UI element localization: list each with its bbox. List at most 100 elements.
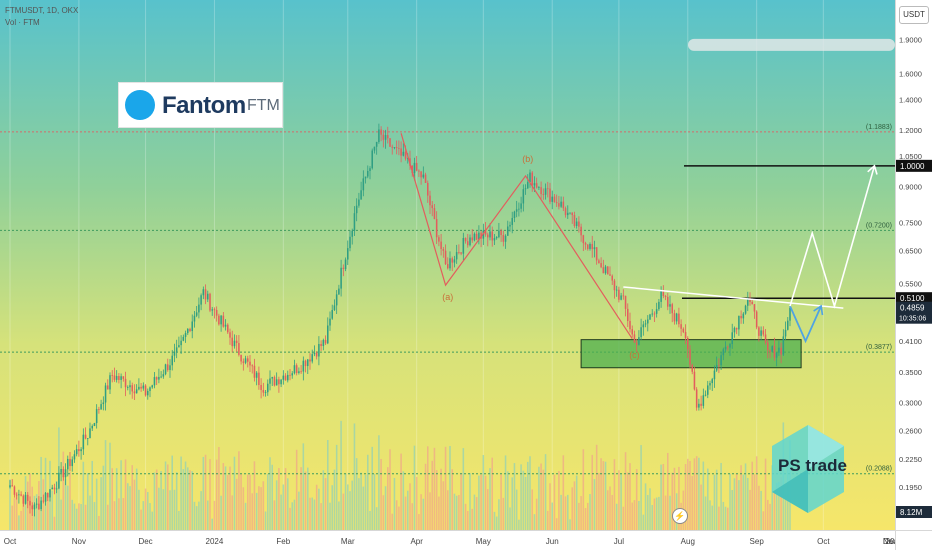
price-chart[interactable]: (1.1883)(0.7200)(0.3877)(0.2088) (a)(b)(… [0,0,895,530]
candle-body [73,454,76,460]
candle [695,387,698,411]
candle-body [620,295,622,300]
candle [713,365,716,388]
drawing-overlays[interactable]: (a) (b) (c) [400,133,878,360]
candle-body [580,226,582,236]
candle-body [189,328,191,332]
candle [402,143,405,157]
current-price-tag[interactable] [896,301,932,324]
candle [513,210,516,223]
volume-bar [262,481,265,530]
candle [55,481,58,494]
price-axis[interactable]: 1.9000 1.6000 1.4000 1.2000 1.0500 0.9000 0.75… [895,0,932,530]
candle [180,335,182,354]
volume-bar [191,471,193,530]
candle-body [171,355,173,366]
volume-bar [91,460,93,530]
volume-bar [127,483,129,530]
volume-bar [633,500,636,530]
symbol-legend[interactable]: FTMUSDT, 1D, OKX [5,6,79,15]
candle-body [531,172,533,186]
key-level-tag[interactable] [896,159,932,172]
volume-bar [480,474,482,530]
candle-body [255,372,258,378]
currency-button[interactable]: USDT [899,6,929,24]
candle [398,140,400,156]
candle [191,314,193,339]
lightning-icon[interactable]: ⚡ [672,508,688,524]
volume-bar [418,514,420,530]
candle [598,258,600,264]
projection-white[interactable] [789,165,876,309]
volume-legend[interactable]: Vol · FTM [5,18,40,27]
candle-body [267,383,269,393]
volume-bar [162,489,165,530]
candle-body [633,334,636,343]
volume-bar [73,503,76,530]
volume-bar [247,474,249,530]
candle [278,376,280,393]
candle-body [373,146,376,151]
candle [320,340,322,351]
candle [733,326,736,338]
volume-bar [387,467,389,530]
candle-body [307,359,309,367]
candle-body [151,385,153,388]
volume-bar [698,457,700,530]
volume-bar [140,509,142,530]
volume-bar [144,488,147,530]
candle-body [131,385,133,392]
volume-bar [671,472,673,530]
candle-body [111,375,113,377]
volume-bar [778,481,780,530]
volume-bar [240,473,242,530]
volume-bar [729,473,731,530]
volume-bar [469,473,471,530]
volume-bar [291,502,293,530]
volume-bar [40,456,42,530]
trendline[interactable] [623,286,844,309]
projection-blue[interactable] [789,305,822,344]
volume-bar [475,497,478,530]
candle-body [318,343,320,357]
candle [202,286,205,300]
fib-level-label: (0.7200) [866,222,892,229]
volume-bar [138,489,140,530]
volume-bar [731,490,733,530]
candle-body [62,469,65,478]
current-price-label: 0.4859 [900,304,925,313]
candle-body [9,485,11,488]
support-zone-rect[interactable] [580,339,802,369]
volume-bar [542,469,545,530]
candle-body [755,311,758,328]
candle [709,380,711,390]
candle [780,342,782,364]
volume-bar [667,452,669,530]
candle [451,256,453,272]
candle-body [684,332,687,339]
candle [104,382,107,411]
candle [389,137,391,148]
candle [429,190,431,214]
support-zone[interactable] [580,339,802,369]
time-axis[interactable]: Oct Nov Dec 2024 Feb Mar Apr May Jun Jul Aug Sep Oct… [0,530,897,550]
candle-body [731,332,733,345]
candle [444,244,447,266]
volume-bar [433,447,436,530]
candle [258,366,260,390]
candle-body [229,332,231,338]
candle-body [298,371,300,373]
candle [327,317,329,345]
candle-body [487,234,489,238]
candle-body [691,364,693,372]
candle [138,378,140,391]
candle-body [529,172,531,183]
key-level-tag[interactable] [896,292,932,305]
volume-bar [467,510,469,530]
elliott-wave-path[interactable] [400,133,633,340]
volume-bar [407,490,409,530]
volume-bar [64,478,67,530]
candle [711,377,713,391]
volume-bar [764,458,767,530]
volume-bar [495,516,498,530]
